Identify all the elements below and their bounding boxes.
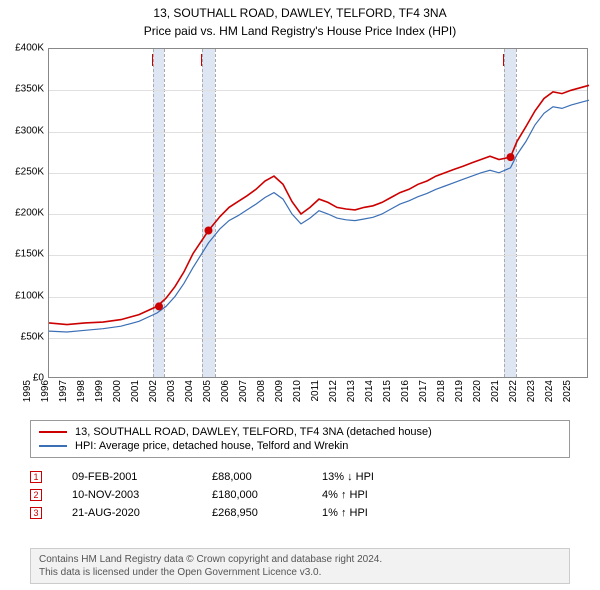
series-property	[49, 85, 589, 324]
footer-line-1: Contains HM Land Registry data © Crown c…	[39, 553, 561, 566]
sales-row: 2 10-NOV-2003£180,0004% ↑ HPI	[30, 486, 570, 504]
x-tick-label: 2024	[544, 380, 555, 410]
x-tick-label: 1998	[76, 380, 87, 410]
sales-date: 10-NOV-2003	[72, 489, 212, 501]
x-tick-label: 2018	[436, 380, 447, 410]
x-tick-label: 2012	[328, 380, 339, 410]
y-tick-label: £300K	[4, 125, 44, 136]
sales-date: 09-FEB-2001	[72, 471, 212, 483]
x-tick-label: 2014	[364, 380, 375, 410]
x-tick-label: 1996	[40, 380, 51, 410]
sales-diff: 13% ↓ HPI	[322, 471, 442, 483]
legend: 13, SOUTHALL ROAD, DAWLEY, TELFORD, TF4 …	[30, 420, 570, 458]
sales-date: 21-AUG-2020	[72, 507, 212, 519]
legend-swatch	[39, 431, 67, 433]
legend-label: HPI: Average price, detached house, Telf…	[75, 440, 348, 452]
y-tick-label: £400K	[4, 43, 44, 54]
chart-container: 13, SOUTHALL ROAD, DAWLEY, TELFORD, TF4 …	[0, 0, 600, 590]
x-tick-label: 2009	[274, 380, 285, 410]
x-tick-label: 2023	[526, 380, 537, 410]
legend-row: HPI: Average price, detached house, Telf…	[39, 439, 561, 453]
x-tick-label: 2000	[112, 380, 123, 410]
x-tick-label: 2021	[490, 380, 501, 410]
sales-row: 3 21-AUG-2020£268,9501% ↑ HPI	[30, 504, 570, 522]
sale-point	[507, 153, 515, 161]
x-tick-label: 2016	[400, 380, 411, 410]
chart-subtitle: Price paid vs. HM Land Registry's House …	[0, 22, 600, 38]
sales-row: 1 09-FEB-2001£88,00013% ↓ HPI	[30, 468, 570, 486]
y-tick-label: £50K	[4, 331, 44, 342]
y-tick-label: £200K	[4, 208, 44, 219]
sales-marker: 3	[30, 507, 42, 519]
x-tick-label: 2005	[202, 380, 213, 410]
x-tick-label: 1999	[94, 380, 105, 410]
x-tick-label: 2003	[166, 380, 177, 410]
x-tick-label: 2013	[346, 380, 357, 410]
sales-marker: 1	[30, 471, 42, 483]
sales-diff: 1% ↑ HPI	[322, 507, 442, 519]
x-tick-label: 2007	[238, 380, 249, 410]
x-tick-label: 2004	[184, 380, 195, 410]
chart-title: 13, SOUTHALL ROAD, DAWLEY, TELFORD, TF4 …	[0, 0, 600, 22]
sales-price: £268,950	[212, 507, 322, 519]
x-tick-label: 2011	[310, 380, 321, 410]
x-tick-label: 2006	[220, 380, 231, 410]
x-tick-label: 1997	[58, 380, 69, 410]
sales-price: £180,000	[212, 489, 322, 501]
y-tick-label: £150K	[4, 249, 44, 260]
sale-point	[155, 302, 163, 310]
x-tick-label: 2002	[148, 380, 159, 410]
x-tick-label: 2010	[292, 380, 303, 410]
sales-diff: 4% ↑ HPI	[322, 489, 442, 501]
x-tick-label: 2001	[130, 380, 141, 410]
sales-price: £88,000	[212, 471, 322, 483]
y-tick-label: £350K	[4, 84, 44, 95]
plot-area	[48, 48, 588, 378]
x-tick-label: 1995	[22, 380, 33, 410]
x-tick-label: 2008	[256, 380, 267, 410]
series-hpi	[49, 100, 589, 332]
x-tick-label: 2025	[562, 380, 573, 410]
sale-point	[204, 227, 212, 235]
legend-row: 13, SOUTHALL ROAD, DAWLEY, TELFORD, TF4 …	[39, 425, 561, 439]
x-tick-label: 2020	[472, 380, 483, 410]
x-tick-label: 2015	[382, 380, 393, 410]
footer-line-2: This data is licensed under the Open Gov…	[39, 566, 561, 579]
x-tick-label: 2017	[418, 380, 429, 410]
legend-label: 13, SOUTHALL ROAD, DAWLEY, TELFORD, TF4 …	[75, 426, 432, 438]
x-tick-label: 2019	[454, 380, 465, 410]
y-tick-label: £100K	[4, 290, 44, 301]
x-tick-label: 2022	[508, 380, 519, 410]
y-tick-label: £250K	[4, 166, 44, 177]
legend-swatch	[39, 445, 67, 447]
plot-svg	[49, 49, 587, 377]
sales-marker: 2	[30, 489, 42, 501]
footer-attribution: Contains HM Land Registry data © Crown c…	[30, 548, 570, 584]
sales-table: 1 09-FEB-2001£88,00013% ↓ HPI 2 10-NOV-2003…	[30, 468, 570, 522]
